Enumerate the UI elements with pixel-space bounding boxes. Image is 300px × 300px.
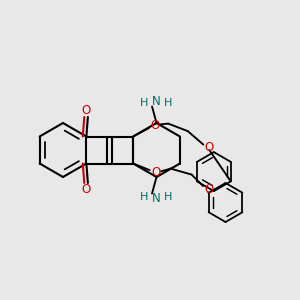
Text: O: O — [204, 183, 214, 196]
Text: N: N — [152, 94, 161, 108]
Text: O: O — [205, 141, 214, 154]
Text: N: N — [152, 192, 161, 206]
Text: H: H — [164, 192, 172, 202]
Text: H: H — [164, 98, 172, 108]
Text: H: H — [140, 98, 148, 108]
Text: O: O — [151, 166, 160, 179]
Text: O: O — [150, 118, 159, 132]
Text: O: O — [82, 104, 91, 117]
Text: H: H — [140, 192, 148, 202]
Text: O: O — [82, 183, 91, 196]
